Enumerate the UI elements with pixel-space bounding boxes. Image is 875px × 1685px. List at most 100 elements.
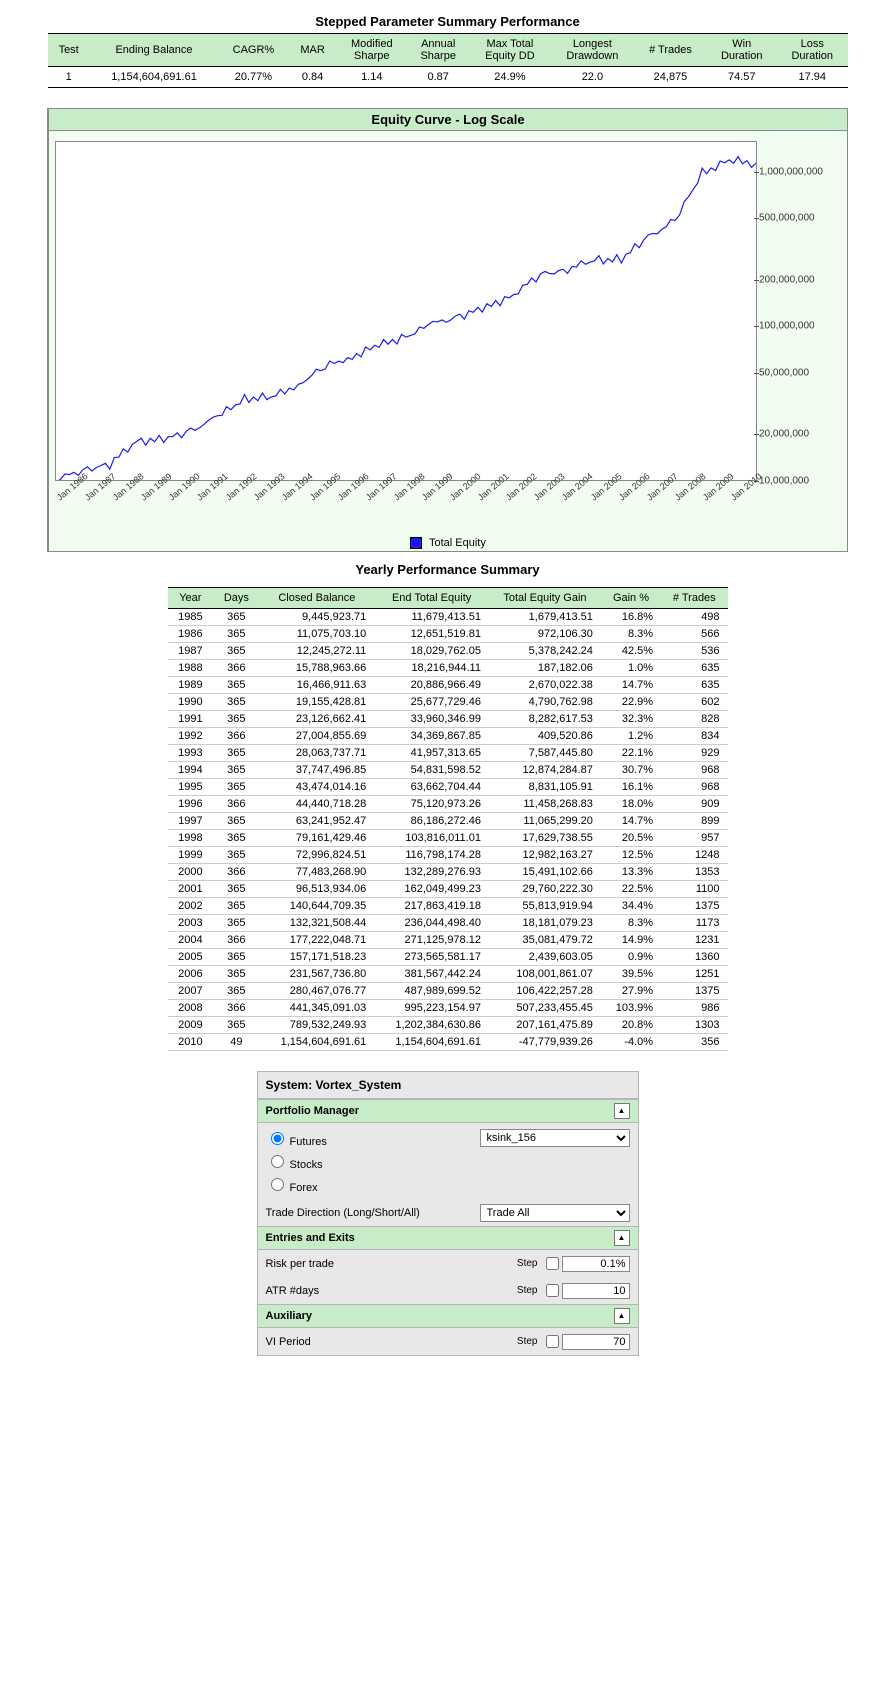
yearly-cell: 33,960,346.99	[374, 711, 489, 728]
yearly-cell: 972,106.30	[489, 626, 601, 643]
atr-step-checkbox[interactable]	[546, 1284, 559, 1297]
asset-radio-label: Futures	[287, 1136, 327, 1148]
portfolio-select[interactable]: ksink_156	[480, 1129, 630, 1147]
yearly-cell: 217,863,419.18	[374, 898, 489, 915]
yearly-cell: 14.7%	[601, 677, 661, 694]
yearly-cell: 1231	[661, 932, 727, 949]
yearly-cell: 1990	[168, 694, 214, 711]
yearly-cell: 365	[213, 745, 259, 762]
yearly-cell: 1353	[661, 864, 727, 881]
yearly-cell: 365	[213, 643, 259, 660]
y-tick	[754, 373, 759, 374]
yearly-cell: 16.1%	[601, 779, 661, 796]
risk-label: Risk per trade	[266, 1258, 517, 1270]
yearly-cell: 103,816,011.01	[374, 830, 489, 847]
vi-step-checkbox[interactable]	[546, 1335, 559, 1348]
table-row: 199436537,747,496.8554,831,598.5212,874,…	[168, 762, 728, 779]
yearly-cell: 280,467,076.77	[260, 983, 375, 1000]
yearly-cell: 42.5%	[601, 643, 661, 660]
yearly-cell: 366	[213, 796, 259, 813]
yearly-cell: 79,161,429.46	[260, 830, 375, 847]
trade-direction-label: Trade Direction (Long/Short/All)	[266, 1207, 480, 1219]
risk-step-checkbox[interactable]	[546, 1257, 559, 1270]
collapse-icon[interactable]: ▲	[614, 1308, 630, 1324]
yearly-cell: 236,044,498.40	[374, 915, 489, 932]
yearly-cell: 834	[661, 728, 727, 745]
y-tick	[754, 434, 759, 435]
yearly-cell: 2006	[168, 966, 214, 983]
atr-input[interactable]	[562, 1283, 630, 1299]
yearly-cell: 1360	[661, 949, 727, 966]
yearly-cell: 16.8%	[601, 609, 661, 626]
yearly-cell: 18,216,944.11	[374, 660, 489, 677]
yearly-cell: 12,982,163.27	[489, 847, 601, 864]
table-row: 198636511,075,703.1012,651,519.81972,106…	[168, 626, 728, 643]
yearly-cell: 177,222,048.71	[260, 932, 375, 949]
yearly-cell: 34.4%	[601, 898, 661, 915]
asset-radio-input[interactable]	[271, 1155, 284, 1168]
summary-cell: 0.87	[407, 67, 469, 88]
yearly-cell: 635	[661, 677, 727, 694]
chart-legend: Total Equity	[49, 537, 847, 549]
yearly-cell: 32.3%	[601, 711, 661, 728]
yearly-cell: 5,378,242.24	[489, 643, 601, 660]
portfolio-manager-header[interactable]: Portfolio Manager ▲	[258, 1099, 638, 1123]
y-tick	[754, 218, 759, 219]
table-row: 198836615,788,963.6618,216,944.11187,182…	[168, 660, 728, 677]
table-row: 2006365231,567,736.80381,567,442.24108,0…	[168, 966, 728, 983]
yearly-cell: 1993	[168, 745, 214, 762]
summary-col: MAR	[289, 34, 337, 67]
y-axis-label: 200,000,000	[759, 274, 815, 285]
yearly-cell: 2002	[168, 898, 214, 915]
auxiliary-header[interactable]: Auxiliary ▲	[258, 1304, 638, 1328]
yearly-cell: 23,126,662.41	[260, 711, 375, 728]
yearly-cell: 365	[213, 813, 259, 830]
table-row: 199336528,063,737.7141,957,313.657,587,4…	[168, 745, 728, 762]
y-axis-label: 1,000,000,000	[759, 166, 823, 177]
yearly-cell: 1375	[661, 898, 727, 915]
yearly-cell: 15,788,963.66	[260, 660, 375, 677]
vi-label: VI Period	[266, 1336, 517, 1348]
yearly-cell: 44,440,718.28	[260, 796, 375, 813]
table-row: 2008366441,345,091.03995,223,154.97507,2…	[168, 1000, 728, 1017]
yearly-cell: 602	[661, 694, 727, 711]
collapse-icon[interactable]: ▲	[614, 1230, 630, 1246]
asset-radio-input[interactable]	[271, 1132, 284, 1145]
yearly-cell: 365	[213, 779, 259, 796]
yearly-cell: 2005	[168, 949, 214, 966]
table-row: 2010491,154,604,691.611,154,604,691.61-4…	[168, 1034, 728, 1051]
asset-radio-input[interactable]	[271, 1178, 284, 1191]
yearly-cell: 1997	[168, 813, 214, 830]
summary-col: Ending Balance	[90, 34, 218, 67]
asset-radio-stocks[interactable]: Stocks	[258, 1150, 472, 1173]
yearly-cell: 366	[213, 932, 259, 949]
asset-radio-forex[interactable]: Forex	[258, 1173, 472, 1196]
yearly-cell: 365	[213, 677, 259, 694]
yearly-cell: 8,831,105.91	[489, 779, 601, 796]
yearly-cell: 365	[213, 626, 259, 643]
yearly-cell: 365	[213, 983, 259, 1000]
asset-radio-label: Stocks	[287, 1159, 323, 1171]
risk-input[interactable]	[562, 1256, 630, 1272]
step-label: Step	[517, 1336, 538, 1347]
yearly-cell: 41,957,313.65	[374, 745, 489, 762]
collapse-icon[interactable]: ▲	[614, 1103, 630, 1119]
vi-input[interactable]	[562, 1334, 630, 1350]
yearly-cell: 14.7%	[601, 813, 661, 830]
yearly-cell: 365	[213, 711, 259, 728]
yearly-cell: 409,520.86	[489, 728, 601, 745]
yearly-cell: 20.5%	[601, 830, 661, 847]
yearly-cell: 2,670,022.38	[489, 677, 601, 694]
yearly-cell: 828	[661, 711, 727, 728]
trade-direction-select[interactable]: Trade All	[480, 1204, 630, 1222]
yearly-cell: 365	[213, 881, 259, 898]
yearly-cell: 207,161,475.89	[489, 1017, 601, 1034]
summary-col: Max TotalEquity DD	[469, 34, 550, 67]
asset-radio-futures[interactable]: Futures	[258, 1127, 472, 1150]
settings-panel: System: Vortex_System Portfolio Manager …	[257, 1071, 639, 1356]
summary-title: Stepped Parameter Summary Performance	[10, 14, 875, 29]
yearly-cell: 1987	[168, 643, 214, 660]
entries-exits-header[interactable]: Entries and Exits ▲	[258, 1226, 638, 1250]
table-row: 198936516,466,911.6320,886,966.492,670,0…	[168, 677, 728, 694]
yearly-cell: 108,001,861.07	[489, 966, 601, 983]
